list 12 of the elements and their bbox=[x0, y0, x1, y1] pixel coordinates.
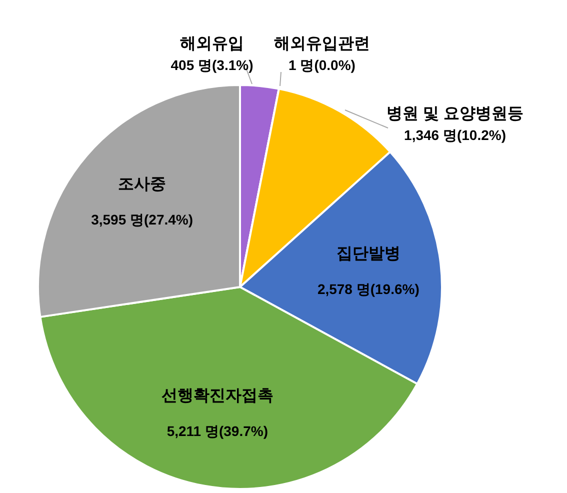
data-label: 1 명(0.0%) bbox=[288, 56, 356, 73]
data-label: 2,578 명(19.6%) bbox=[317, 280, 420, 297]
slice-label: 집단발병 bbox=[336, 245, 400, 262]
slice-label: 병원 및 요양병원등 bbox=[386, 105, 524, 122]
data-label: 405 명(3.1%) bbox=[170, 56, 254, 73]
data-label: 3,595 명(27.4%) bbox=[91, 211, 194, 228]
data-label: 5,211 명(39.7%) bbox=[166, 423, 268, 440]
slice-label: 선행확진자접촉 bbox=[161, 388, 274, 405]
data-label: 1,346 명(10.2%) bbox=[404, 126, 506, 143]
slice-label: 조사중 bbox=[118, 176, 166, 194]
slice-label: 해외유입관련 bbox=[274, 35, 370, 52]
slice-label: 해외유입 bbox=[180, 35, 244, 52]
